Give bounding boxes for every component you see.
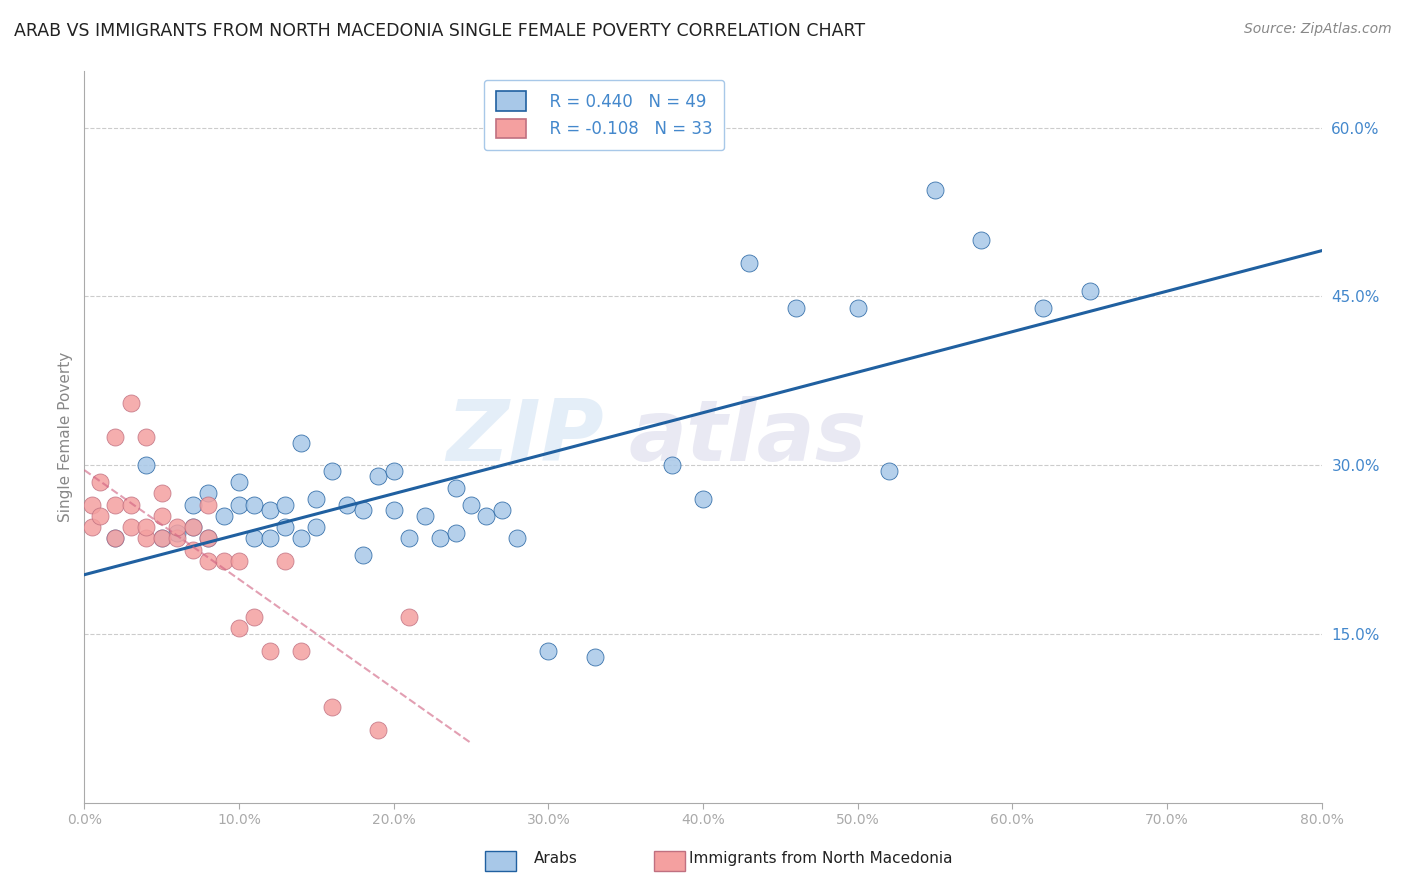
Point (150, 486, 173, 500)
Text: Source: ZipAtlas.com: Source: ZipAtlas.com (1244, 22, 1392, 37)
Point (197, 554, 219, 568)
Point (82, 498, 104, 512)
Point (197, 532, 219, 546)
Point (877, 464, 900, 478)
Point (228, 554, 250, 568)
Point (290, 532, 312, 546)
Point (181, 520, 204, 534)
Point (290, 435, 312, 450)
Point (120, 396, 142, 410)
Point (259, 503, 281, 517)
Point (692, 491, 714, 506)
Point (846, 301, 869, 315)
Point (398, 532, 420, 546)
Point (150, 508, 173, 523)
Point (104, 532, 127, 546)
Y-axis label: Single Female Poverty: Single Female Poverty (58, 352, 73, 522)
Point (82, 520, 104, 534)
Text: atlas: atlas (628, 395, 868, 479)
Point (181, 520, 204, 534)
Point (228, 498, 250, 512)
Point (120, 520, 142, 534)
Point (738, 255, 761, 269)
Point (212, 508, 235, 523)
Point (924, 182, 946, 196)
Point (150, 532, 173, 546)
Point (305, 491, 328, 506)
Point (491, 503, 513, 517)
Point (89, 508, 111, 523)
Point (212, 554, 235, 568)
Point (243, 498, 266, 512)
Point (135, 532, 157, 546)
Point (135, 520, 157, 534)
Point (104, 498, 127, 512)
Point (444, 525, 467, 540)
Point (135, 430, 157, 444)
Legend:   R = 0.440   N = 49,   R = -0.108   N = 33: R = 0.440 N = 49, R = -0.108 N = 33 (484, 79, 724, 150)
Point (274, 498, 297, 512)
Point (197, 532, 219, 546)
Text: Arabs: Arabs (534, 851, 578, 865)
Point (970, 233, 993, 247)
Point (104, 532, 127, 546)
Point (166, 520, 188, 534)
Point (243, 610, 266, 624)
Point (321, 464, 343, 478)
Point (382, 503, 405, 517)
Point (259, 532, 281, 546)
Point (367, 469, 389, 483)
Point (506, 532, 529, 546)
Point (197, 498, 219, 512)
Point (661, 458, 683, 473)
Point (290, 644, 312, 658)
Point (228, 475, 250, 489)
Text: Immigrants from North Macedonia: Immigrants from North Macedonia (689, 851, 952, 865)
Point (460, 498, 482, 512)
Point (367, 723, 389, 737)
Point (166, 525, 188, 540)
Point (181, 498, 204, 512)
Point (429, 532, 451, 546)
Point (166, 532, 188, 546)
Point (120, 498, 142, 512)
Point (150, 532, 173, 546)
Point (89, 475, 111, 489)
Point (1032, 301, 1054, 315)
Point (228, 621, 250, 635)
Point (197, 486, 219, 500)
Point (336, 498, 359, 512)
Point (537, 644, 560, 658)
Point (398, 610, 420, 624)
Text: ZIP: ZIP (446, 395, 605, 479)
Point (413, 508, 436, 523)
Point (382, 464, 405, 478)
Point (1078, 284, 1101, 298)
Point (181, 542, 204, 557)
Point (274, 520, 297, 534)
Point (475, 508, 498, 523)
Point (785, 301, 807, 315)
Point (352, 548, 374, 562)
Text: ARAB VS IMMIGRANTS FROM NORTH MACEDONIA SINGLE FEMALE POVERTY CORRELATION CHART: ARAB VS IMMIGRANTS FROM NORTH MACEDONIA … (14, 22, 865, 40)
Point (444, 481, 467, 495)
Point (305, 520, 328, 534)
Point (274, 554, 297, 568)
Point (321, 700, 343, 714)
Point (135, 458, 157, 473)
Point (583, 649, 606, 664)
Point (243, 532, 266, 546)
Point (352, 503, 374, 517)
Point (104, 430, 127, 444)
Point (259, 644, 281, 658)
